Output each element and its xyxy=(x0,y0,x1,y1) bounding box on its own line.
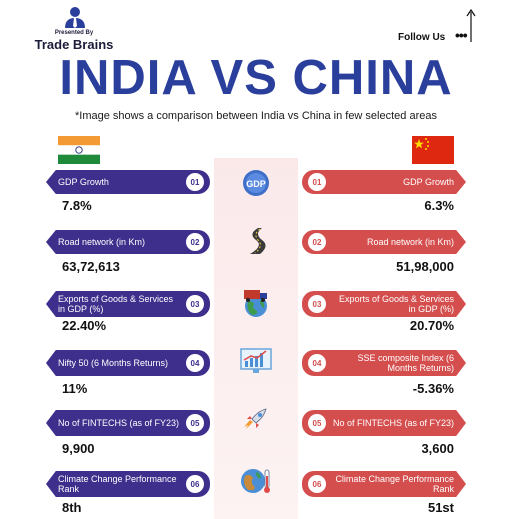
china-row-number: 05 xyxy=(308,414,326,432)
trade-brains-logo: Presented By Trade Brains xyxy=(24,4,136,52)
india-row-number: 06 xyxy=(186,475,204,493)
china-value-road-network: 51,98,000 xyxy=(396,259,454,274)
brand-name: Trade Brains xyxy=(34,37,114,52)
china-label-sse: SSE composite Index (6 Months Returns) xyxy=(302,350,466,376)
india-row-number: 04 xyxy=(186,354,204,372)
globe-truck-icon xyxy=(244,290,267,317)
india-label-road-network: Road network (in Km) xyxy=(46,230,210,254)
india-value-climate-rank: 8th xyxy=(62,500,82,515)
india-value-road-network: 63,72,613 xyxy=(62,259,120,274)
logo-person-icon xyxy=(65,7,85,28)
india-value-nifty: 11% xyxy=(62,381,88,396)
india-value-exports: 22.40% xyxy=(62,318,107,333)
india-label-exports: Exports of Goods & Services in GDP (%) xyxy=(46,291,210,317)
india-row-number: 03 xyxy=(186,295,204,313)
china-label-gdp-growth: GDP Growth xyxy=(302,170,466,194)
china-row-number: 02 xyxy=(308,233,326,251)
rocket-icon xyxy=(244,408,267,429)
page-subtitle: *Image shows a comparison between India … xyxy=(75,110,437,122)
india-value-fintechs: 9,900 xyxy=(62,441,95,456)
india-value-gdp-growth: 7.8% xyxy=(62,198,92,213)
china-label-road-network: Road network (in Km) xyxy=(302,230,466,254)
more-dots-icon: ••• xyxy=(455,27,468,43)
china-label-climate-rank: Climate Change Performance Rank xyxy=(302,471,466,497)
center-icon-band xyxy=(214,158,298,519)
gdp-icon-text: GDP xyxy=(246,179,266,189)
india-label-nifty: Nifty 50 (6 Months Returns) xyxy=(46,350,210,376)
china-row-number: 06 xyxy=(308,475,326,493)
road-icon xyxy=(250,228,266,254)
india-label-gdp-growth: GDP Growth xyxy=(46,170,210,194)
india-row-number: 02 xyxy=(186,233,204,251)
india-row-number: 01 xyxy=(186,173,204,191)
china-label-exports: Exports of Goods & Services in GDP (%) xyxy=(302,291,466,317)
globe-thermometer-icon xyxy=(241,469,270,493)
china-value-climate-rank: 51st xyxy=(427,500,454,515)
india-label-fintechs: No of FINTECHS (as of FY23) xyxy=(46,410,210,436)
presented-by-text: Presented By xyxy=(54,30,94,36)
page-title: INDIA VS CHINA xyxy=(59,51,453,105)
india-label-climate-rank: Climate Change Performance Rank xyxy=(46,471,210,497)
stock-chart-icon xyxy=(240,348,272,373)
india-row-number: 05 xyxy=(186,414,204,432)
china-label-fintechs: No of FINTECHS (as of FY23) xyxy=(302,410,466,436)
china-value-fintechs: 3,600 xyxy=(421,441,454,456)
china-flag-icon xyxy=(412,136,454,164)
india-flag-icon xyxy=(58,136,100,164)
china-row-number: 01 xyxy=(308,173,326,191)
china-value-exports: 20.70% xyxy=(409,318,454,333)
gdp-icon: GDP xyxy=(243,170,269,196)
china-value-sse: -5.36% xyxy=(412,381,454,396)
china-value-gdp-growth: 6.3% xyxy=(424,198,454,213)
china-row-number: 03 xyxy=(308,295,326,313)
arrow-up-icon xyxy=(466,8,476,42)
follow-us-text[interactable]: Follow Us xyxy=(398,32,446,43)
china-row-number: 04 xyxy=(308,354,326,372)
